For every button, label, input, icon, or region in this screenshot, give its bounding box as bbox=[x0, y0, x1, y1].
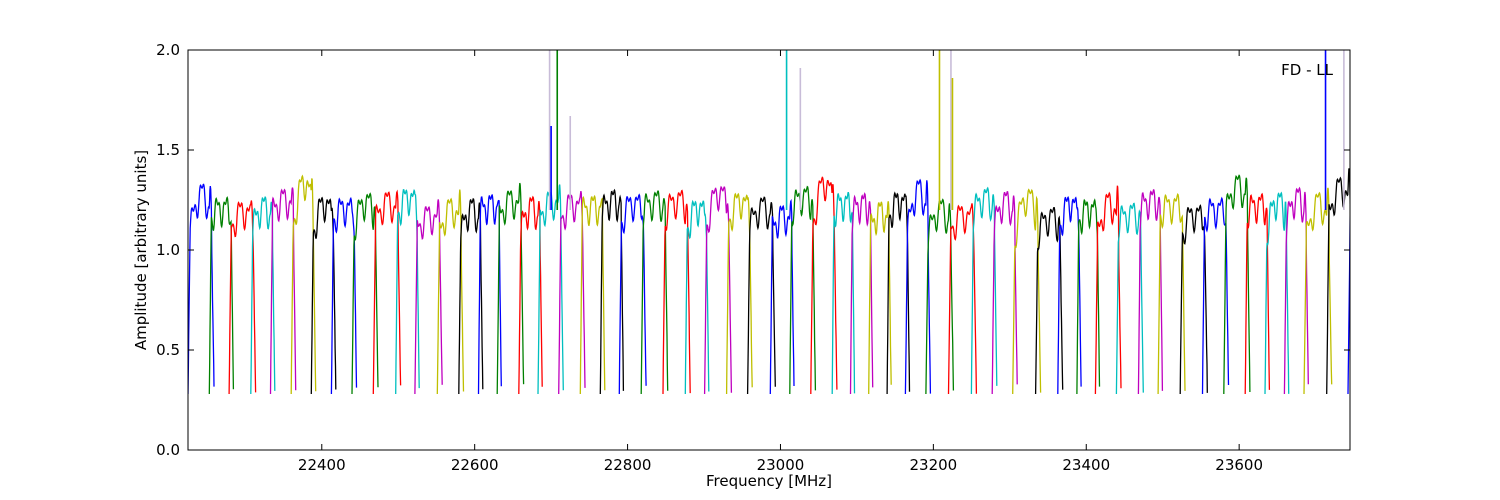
channel-series-line bbox=[1057, 195, 1082, 395]
plot-annotation: FD - LL bbox=[1281, 61, 1333, 79]
x-tick-label: 23600 bbox=[1215, 456, 1263, 474]
channel-series-line bbox=[947, 203, 978, 395]
x-tick-label: 22600 bbox=[451, 456, 499, 474]
channel-series-line bbox=[351, 192, 379, 395]
x-tick-label: 23200 bbox=[910, 456, 958, 474]
plot-frame bbox=[187, 49, 1351, 451]
channel-series-line bbox=[458, 197, 484, 395]
channel-series-line bbox=[1264, 191, 1290, 395]
channel-series-line bbox=[1157, 192, 1186, 395]
channel-series-line bbox=[640, 190, 669, 395]
channel-series-line bbox=[1179, 204, 1208, 395]
channel-series-line bbox=[208, 196, 235, 395]
channel-series-line bbox=[1326, 168, 1350, 395]
spike-layer bbox=[548, 50, 1345, 210]
y-tick-label: 0.0 bbox=[156, 441, 180, 459]
y-axis: 0.0 0.5 1.0 1.5 2.0 bbox=[156, 41, 1350, 459]
channel-series-line bbox=[618, 193, 647, 395]
x-tick-label: 22800 bbox=[604, 456, 652, 474]
channel-series-line bbox=[372, 189, 402, 395]
channel-series-line bbox=[662, 189, 691, 395]
channel-series-line bbox=[1283, 186, 1309, 395]
channel-series-line bbox=[703, 185, 733, 395]
channel-series-line bbox=[1094, 185, 1122, 395]
channel-series-line bbox=[991, 191, 1018, 395]
channel-series-line bbox=[1012, 188, 1042, 395]
channel-series-line bbox=[1115, 202, 1144, 395]
x-tick-label: 23400 bbox=[1062, 456, 1110, 474]
y-tick-label: 1.5 bbox=[156, 141, 180, 159]
channel-series-line bbox=[599, 188, 625, 395]
channel-series-line bbox=[1201, 196, 1230, 395]
channel-series-line bbox=[868, 201, 892, 395]
channel-series-line bbox=[250, 195, 276, 395]
channel-series-line bbox=[970, 186, 998, 395]
x-tick-label: 22400 bbox=[298, 456, 346, 474]
channel-series-line bbox=[1244, 192, 1271, 395]
channel-series-line bbox=[1034, 207, 1064, 395]
channel-series-line bbox=[518, 195, 543, 395]
channel-series-line bbox=[886, 191, 911, 395]
channel-series-line bbox=[579, 194, 606, 395]
x-axis-label: Frequency [MHz] bbox=[706, 472, 832, 490]
channel-series-line bbox=[395, 188, 420, 395]
channel-series-line bbox=[684, 199, 710, 395]
channel-series-line bbox=[831, 191, 856, 395]
channel-series-line bbox=[414, 199, 443, 395]
channel-series-line bbox=[789, 185, 817, 395]
channel-series-line bbox=[1076, 198, 1101, 395]
channel-series-line bbox=[1137, 189, 1164, 395]
channel-series-line bbox=[477, 194, 502, 395]
y-tick-label: 2.0 bbox=[156, 41, 180, 59]
channel-series-line bbox=[188, 183, 215, 395]
channel-series-line bbox=[810, 176, 838, 395]
series-layer bbox=[188, 168, 1350, 395]
channel-series-line bbox=[496, 182, 525, 395]
channel-series-line bbox=[1347, 202, 1350, 395]
channel-series-line bbox=[558, 190, 586, 395]
channel-series-line bbox=[290, 174, 317, 395]
y-tick-label: 0.5 bbox=[156, 341, 180, 359]
y-axis-label: Amplitude [arbitrary units] bbox=[132, 150, 150, 350]
channel-series-line bbox=[725, 192, 753, 395]
y-tick-label: 1.0 bbox=[156, 241, 180, 259]
channel-series-line bbox=[904, 178, 932, 395]
channel-series-line bbox=[269, 187, 297, 395]
channel-series-line bbox=[330, 196, 358, 395]
channel-series-line bbox=[436, 189, 465, 395]
x-tick-label: 23000 bbox=[757, 456, 805, 474]
channel-series-line bbox=[1223, 174, 1251, 395]
channel-series-line bbox=[310, 196, 337, 395]
channel-series-line bbox=[1303, 187, 1333, 395]
channel-series-line bbox=[769, 198, 795, 395]
channel-series-line bbox=[849, 192, 874, 395]
channel-series-line bbox=[228, 200, 257, 395]
channel-series-line bbox=[746, 196, 776, 395]
x-axis: 22400 22600 22800 23000 23200 23400 23600 bbox=[298, 50, 1263, 474]
